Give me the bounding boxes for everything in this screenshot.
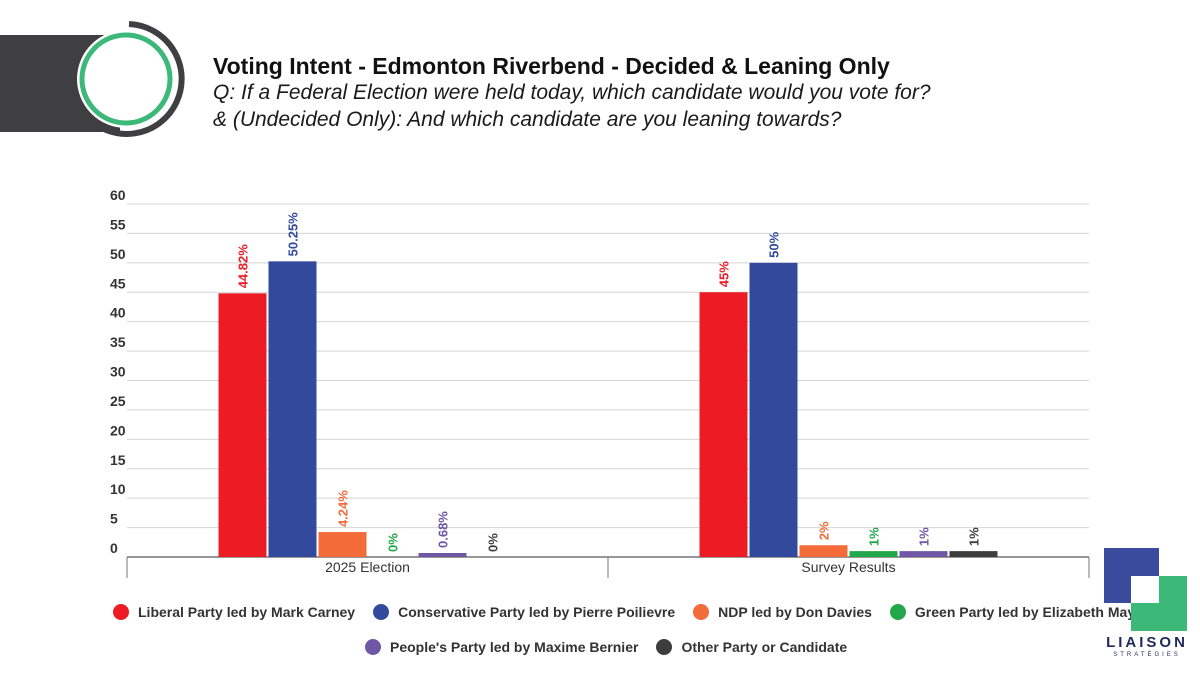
brand-tagline: STRATÉGIES xyxy=(1113,652,1181,658)
legend-label-peoples: People's Party led by Maxime Bernier xyxy=(390,639,639,655)
bar-chart: 0 5 10 15 20 25 30 35 40 45 50 55 60 2025 Election 44.… xyxy=(110,187,1090,578)
bar xyxy=(699,292,748,557)
legend-label-other: Other Party or Candidate xyxy=(681,639,848,655)
data-label: 44.82% xyxy=(236,244,251,289)
data-label: 0.68% xyxy=(436,511,451,548)
legend-item-conservative: Conservative Party led by Pierre Poiliev… xyxy=(373,604,675,620)
legend-dot-liberal xyxy=(113,604,129,620)
y-tick-label: 40 xyxy=(110,305,126,321)
legend-dot-conservative xyxy=(373,604,390,620)
bar xyxy=(899,551,948,557)
legend-label-green: Green Party led by Elizabeth May xyxy=(914,604,1136,620)
data-label: 1% xyxy=(917,527,932,546)
data-label: 50.25% xyxy=(286,212,301,257)
bar xyxy=(949,551,998,557)
y-tick-label: 25 xyxy=(110,393,126,409)
header-ring-logo xyxy=(77,21,185,137)
data-label: 50% xyxy=(767,231,782,257)
data-label: 2% xyxy=(817,521,832,540)
y-tick-label: 5 xyxy=(110,511,118,527)
y-tick-label: 50 xyxy=(110,246,126,262)
legend-item-other: Other Party or Candidate xyxy=(656,639,847,655)
y-tick-label: 0 xyxy=(110,540,118,556)
x-category-label: 2025 Election xyxy=(325,559,410,575)
y-tick-label: 30 xyxy=(110,364,126,380)
bar xyxy=(418,552,467,557)
brand-name: LIAISON xyxy=(1106,634,1188,651)
chart-title: Voting Intent - Edmonton Riverbend - Dec… xyxy=(213,53,890,79)
legend-item-liberal: Liberal Party led by Mark Carney xyxy=(113,604,355,620)
bar xyxy=(749,262,798,557)
y-tick-label: 45 xyxy=(110,275,126,291)
legend-label-conservative: Conservative Party led by Pierre Poiliev… xyxy=(398,604,676,620)
legend-dot-other xyxy=(656,639,673,655)
legend-dot-green xyxy=(889,604,906,620)
data-label: 0% xyxy=(486,533,501,552)
legend-label-ndp: NDP led by Don Davies xyxy=(718,604,872,620)
legend-item-green: Green Party led by Elizabeth May xyxy=(889,604,1136,620)
bar xyxy=(849,551,898,557)
y-tick-label: 35 xyxy=(110,334,126,350)
y-tick-label: 15 xyxy=(110,452,126,468)
data-label: 1% xyxy=(867,527,882,546)
data-label: 4.24% xyxy=(336,490,351,527)
bar xyxy=(318,532,367,557)
bar xyxy=(268,261,317,557)
data-label: 0% xyxy=(386,533,401,552)
legend-label-liberal: Liberal Party led by Mark Carney xyxy=(138,604,356,620)
legend-row-2: People's Party led by Maxime Bernier Oth… xyxy=(365,639,865,655)
bar xyxy=(799,545,848,557)
x-category-label: Survey Results xyxy=(801,559,895,575)
y-tick-label: 20 xyxy=(110,422,126,438)
legend-item-ndp: NDP led by Don Davies xyxy=(693,604,872,620)
legend-dot-peoples xyxy=(365,639,381,655)
legend-dot-ndp xyxy=(693,604,710,620)
legend-item-peoples: People's Party led by Maxime Bernier xyxy=(365,639,638,655)
brand-logo-mark xyxy=(1104,548,1187,631)
data-label: 45% xyxy=(717,261,732,287)
question-line-1: Q: If a Federal Election were held today… xyxy=(213,81,931,104)
data-label: 1% xyxy=(967,527,982,546)
question-line-2: & (Undecided Only): And which candidate … xyxy=(213,108,842,131)
y-tick-label: 55 xyxy=(110,216,126,232)
legend-row-1: Liberal Party led by Mark Carney Conserv… xyxy=(113,604,1153,620)
y-tick-label: 10 xyxy=(110,481,126,497)
bar xyxy=(218,293,267,557)
y-tick-label: 60 xyxy=(110,187,126,203)
